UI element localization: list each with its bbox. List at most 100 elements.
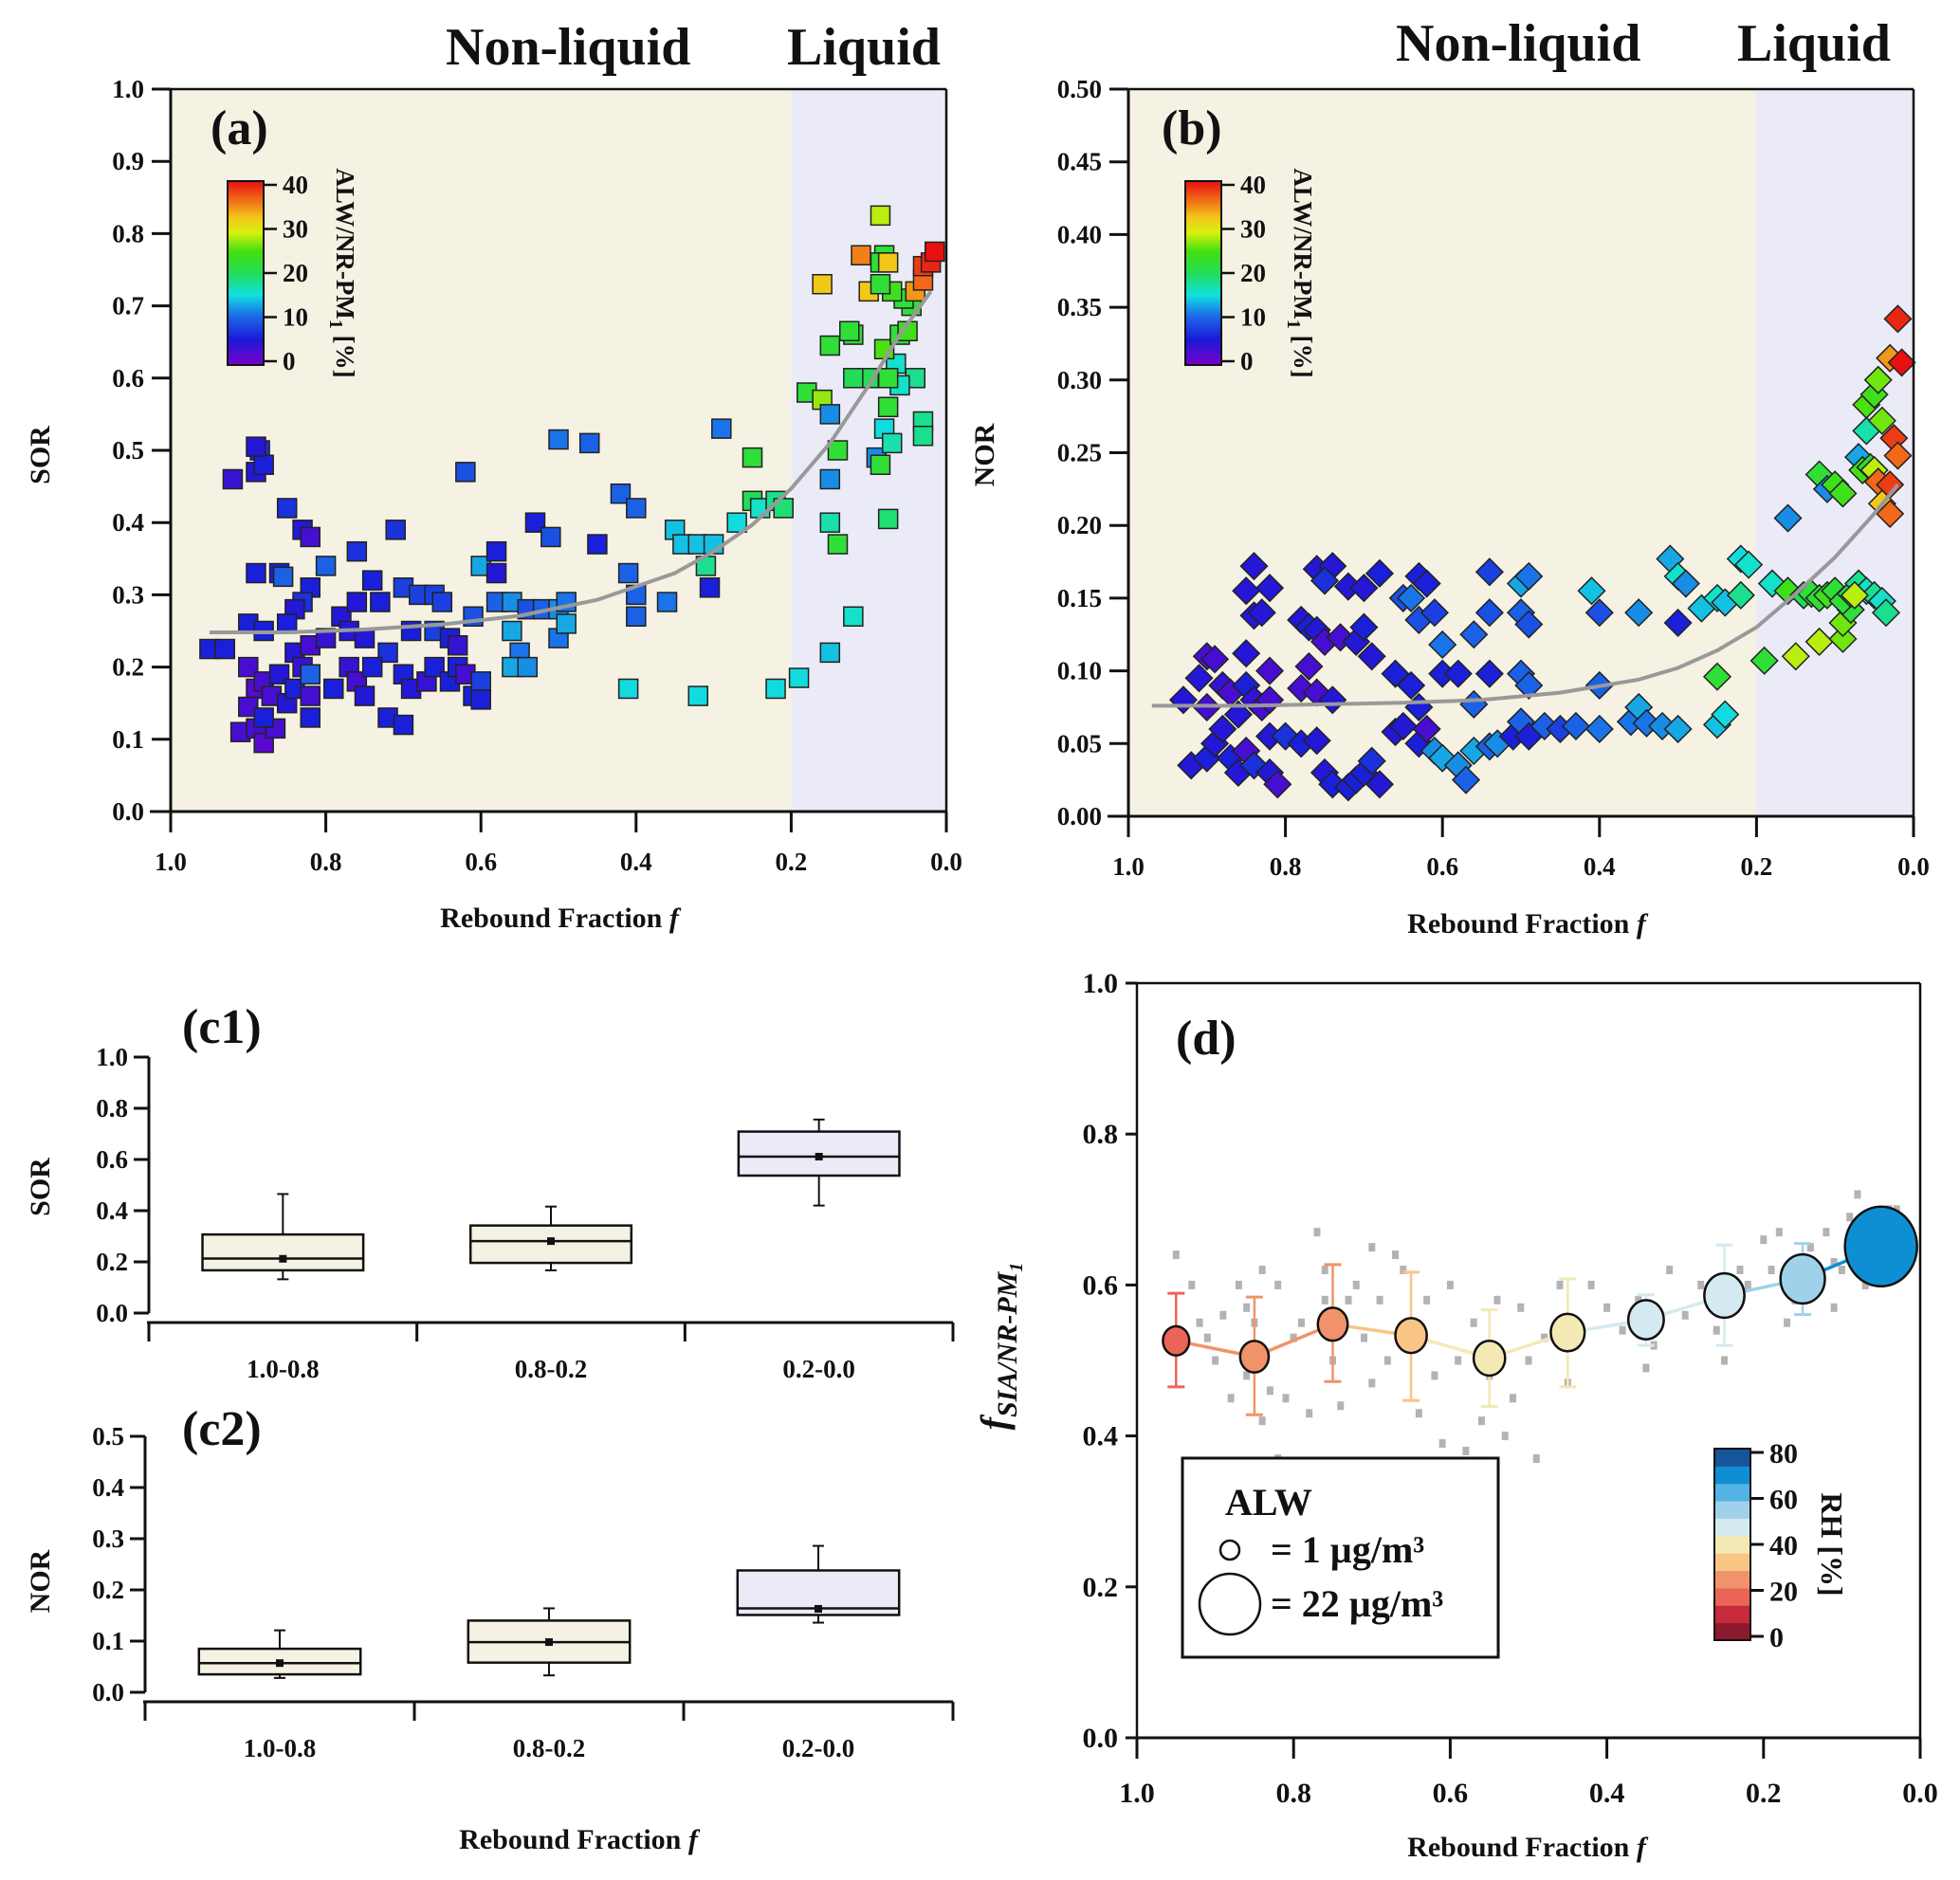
data-point — [315, 556, 337, 576]
box-0.2-0.0 — [736, 1544, 901, 1624]
background-point — [1282, 1394, 1290, 1403]
x-tick-label: 0.8 — [1275, 1778, 1311, 1809]
category-label: 1.0-0.8 — [244, 1734, 317, 1762]
data-point — [839, 320, 860, 342]
background-point — [1337, 1401, 1345, 1411]
y-tick-label: 0.2 — [1083, 1572, 1119, 1603]
panel-c1-label: (c1) — [182, 1000, 262, 1054]
data-point — [1828, 479, 1858, 508]
background-point — [1861, 1280, 1869, 1289]
data-point — [1876, 470, 1905, 500]
y-tick-label: 0.4 — [92, 1473, 124, 1502]
background-point — [1806, 1243, 1814, 1252]
data-point — [361, 656, 383, 678]
box-1.0-0.8 — [201, 1193, 365, 1281]
background-point — [1541, 1333, 1548, 1342]
y-tick-label: 0.2 — [92, 1576, 124, 1604]
y-tick-label: 0.0 — [112, 797, 144, 826]
background-point — [1306, 1409, 1313, 1418]
data-point — [431, 592, 453, 612]
data-point — [819, 642, 841, 664]
data-point — [1781, 642, 1810, 671]
data-point — [556, 613, 577, 634]
y-tick-label: 0.1 — [112, 725, 144, 754]
colorbar-band — [1714, 1466, 1750, 1485]
data-point — [238, 696, 259, 718]
category-label: 0.2-0.0 — [782, 1734, 855, 1762]
x-tick-label: 0.8 — [310, 848, 342, 876]
data-point — [447, 634, 468, 656]
data-point — [517, 656, 539, 678]
mean-marker — [815, 1153, 823, 1161]
y-tick-label: 0.30 — [1057, 366, 1102, 394]
y-tick-label: 0.6 — [96, 1145, 128, 1174]
y-tick-label: 0.8 — [1083, 1119, 1119, 1150]
panel-d-fsia-line: 0.0 0.2 0.4 0.6 0.8 1.0 1.0 0.8 0.6 0.4 0.2 0.0 (d)… — [973, 968, 1938, 1863]
background-point — [1846, 1213, 1854, 1222]
y-tick-label: 0.4 — [1083, 1421, 1119, 1452]
background-point — [1352, 1280, 1360, 1289]
x-tick-label: 0.2 — [776, 848, 808, 876]
data-point — [470, 671, 491, 692]
background-point — [1400, 1265, 1407, 1274]
background-point — [1603, 1303, 1611, 1312]
data-point — [1883, 441, 1913, 470]
data-point — [502, 620, 522, 642]
box-0.8-0.2 — [467, 1607, 632, 1677]
data-point — [253, 454, 274, 475]
data-point — [1208, 714, 1237, 744]
panel-d-y-title: fSIA/NR-PM1 — [973, 1263, 1027, 1431]
y-tick-label: 0.00 — [1057, 802, 1102, 830]
data-point — [485, 540, 507, 562]
data-point — [1577, 576, 1606, 606]
data-point — [1388, 711, 1418, 740]
data-point — [393, 714, 414, 736]
background-point — [1587, 1280, 1595, 1289]
background-point — [1431, 1371, 1438, 1380]
data-point — [788, 667, 810, 688]
box-0.2-0.0 — [737, 1118, 901, 1207]
mean-marker — [545, 1638, 553, 1647]
data-point — [819, 512, 841, 533]
data-point — [1804, 627, 1834, 656]
y-tick-label: 0.0 — [96, 1299, 128, 1327]
colorbar-band — [1714, 1570, 1750, 1589]
data-point — [1412, 569, 1441, 598]
panel-b-liquid-label: Liquid — [1737, 14, 1891, 73]
data-point — [1514, 610, 1544, 639]
panel-a-sor-scatter: Non-liquid Liquid 0.00.10.20.30.40.50.60… — [25, 18, 962, 934]
data-point — [272, 566, 294, 588]
background-point — [1243, 1303, 1251, 1312]
y-tick-label: 0.8 — [112, 219, 144, 247]
data-point — [1475, 557, 1504, 587]
data-point — [819, 468, 841, 490]
background-point — [1619, 1325, 1626, 1335]
background-point — [1635, 1295, 1642, 1305]
data-point — [370, 592, 391, 612]
colorbar-band — [1714, 1501, 1750, 1519]
colorbar-tick-label: 0 — [1769, 1622, 1784, 1653]
y-tick-label: 1.0 — [112, 75, 144, 103]
colorbar-tick-label: 10 — [1240, 303, 1266, 332]
background-point — [1477, 1416, 1485, 1426]
colorbar-band — [1714, 1553, 1750, 1572]
data-point — [1887, 348, 1916, 377]
data-point — [268, 664, 290, 684]
x-tick-label: 0.6 — [1426, 852, 1458, 881]
data-point — [877, 508, 899, 530]
data-point — [1624, 598, 1654, 628]
background-point — [1446, 1280, 1454, 1289]
background-point — [1212, 1356, 1219, 1365]
y-tick-label: 0.4 — [112, 508, 144, 537]
data-point — [924, 241, 945, 263]
panel-b-colorbar: 0 10 20 30 40 ALW/NR-PM1 [%] — [1184, 168, 1317, 378]
data-point — [1184, 664, 1214, 693]
data-point — [1475, 659, 1504, 688]
mean-marker — [276, 1659, 284, 1668]
panel-d-plot-area: 0.0 0.2 0.4 0.6 0.8 1.0 1.0 0.8 0.6 0.4 0.2 0.0 — [1083, 968, 1938, 1809]
data-point — [1711, 700, 1740, 729]
background-point — [1713, 1325, 1720, 1335]
panel-c2-label: (c2) — [182, 1402, 262, 1456]
colorbar-tick-label: 20 — [283, 259, 308, 287]
bin-mean-circle — [1472, 1340, 1507, 1378]
